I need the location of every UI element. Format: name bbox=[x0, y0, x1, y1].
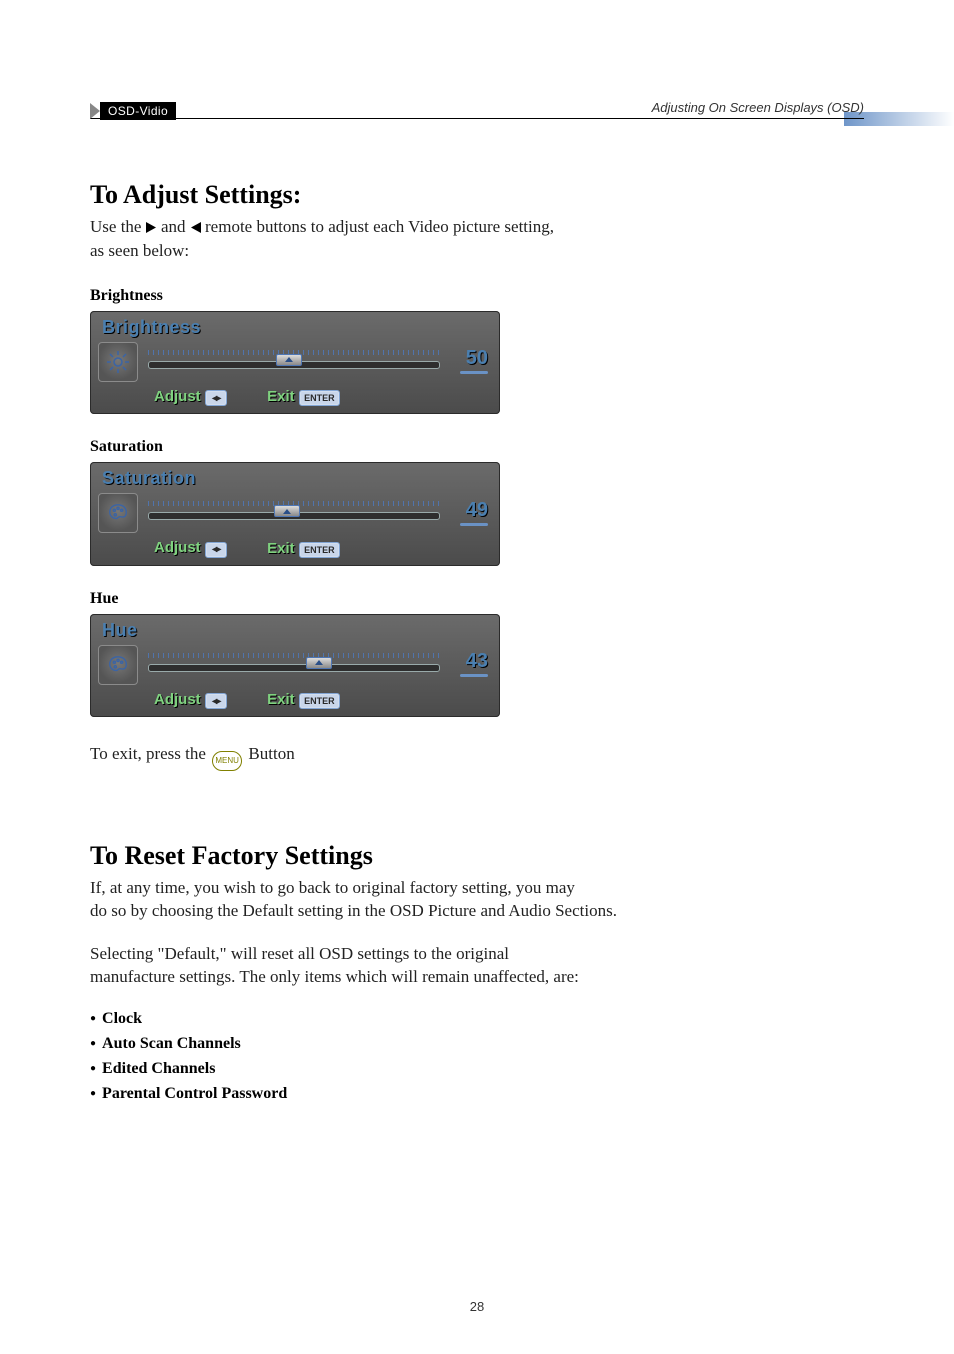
arrows-key-icon: ◂▸ bbox=[205, 390, 227, 406]
section-title-reset: To Reset Factory Settings bbox=[90, 841, 864, 871]
osd-slider-thumb[interactable] bbox=[276, 354, 302, 366]
osd-footer: Adjust ◂▸ Exit ENTER bbox=[90, 382, 500, 415]
enter-key-icon: ENTER bbox=[299, 390, 340, 406]
section-body-adjust: Use the and remote buttons to adjust eac… bbox=[90, 216, 864, 263]
text: Button bbox=[248, 744, 294, 763]
osd-adjust-hint: Adjust ◂▸ bbox=[154, 691, 227, 710]
text: remote buttons to adjust each Video pict… bbox=[205, 217, 554, 236]
text: as seen below: bbox=[90, 241, 189, 260]
list-item: Auto Scan Channels bbox=[90, 1032, 864, 1057]
list-item: Edited Channels bbox=[90, 1057, 864, 1082]
list-item: Clock bbox=[90, 1007, 864, 1032]
arrows-key-icon: ◂▸ bbox=[205, 542, 227, 558]
menu-button-icon: MENU bbox=[212, 751, 242, 771]
enter-key-icon: ENTER bbox=[299, 693, 340, 709]
arrows-key-icon: ◂▸ bbox=[205, 693, 227, 709]
header-rule bbox=[90, 118, 864, 119]
text: If, at any time, you wish to go back to … bbox=[90, 877, 864, 900]
panel-caption: Saturation bbox=[90, 438, 864, 456]
bullet-list: Clock Auto Scan Channels Edited Channels… bbox=[90, 1007, 864, 1106]
header-tag-label: OSD-Vidio bbox=[100, 102, 176, 120]
osd-panel-saturation: Saturation 49 Adjust ◂▸ Exit ENTER bbox=[90, 462, 500, 566]
osd-footer: Adjust ◂▸ Exit ENTER bbox=[90, 533, 500, 566]
osd-value: 50 bbox=[450, 347, 488, 376]
text: Selecting "Default," will reset all OSD … bbox=[90, 943, 864, 966]
text: Use the bbox=[90, 217, 146, 236]
osd-panel-hue: Hue 43 Adjust ◂▸ Exit ENTER bbox=[90, 614, 500, 718]
page-number: 28 bbox=[470, 1299, 484, 1314]
osd-slider[interactable] bbox=[148, 355, 440, 369]
osd-footer: Adjust ◂▸ Exit ENTER bbox=[90, 685, 500, 718]
osd-exit-hint: Exit ENTER bbox=[267, 540, 339, 558]
paint-icon bbox=[98, 645, 138, 685]
osd-adjust-hint: Adjust ◂▸ bbox=[154, 539, 227, 558]
osd-exit-hint: Exit ENTER bbox=[267, 691, 339, 709]
osd-slider[interactable] bbox=[148, 506, 440, 520]
paint-icon bbox=[98, 493, 138, 533]
osd-title: Hue bbox=[90, 614, 500, 643]
osd-adjust-hint: Adjust ◂▸ bbox=[154, 388, 227, 407]
panel-caption: Brightness bbox=[90, 287, 864, 305]
text: manufacture settings. The only items whi… bbox=[90, 966, 864, 989]
enter-key-icon: ENTER bbox=[299, 542, 340, 558]
text: do so by choosing the Default setting in… bbox=[90, 900, 864, 923]
panel-caption: Hue bbox=[90, 590, 864, 608]
osd-title: Saturation bbox=[90, 462, 500, 491]
chevron-right-icon bbox=[90, 103, 100, 119]
osd-panel-brightness: Brightness 50 Adjust ◂▸ Exit ENTER bbox=[90, 311, 500, 415]
header-right-label: Adjusting On Screen Displays (OSD) bbox=[652, 100, 864, 115]
osd-value: 49 bbox=[450, 499, 488, 528]
osd-title: Brightness bbox=[90, 311, 500, 340]
osd-exit-hint: Exit ENTER bbox=[267, 388, 339, 406]
text: To exit, press the bbox=[90, 744, 210, 763]
osd-slider-thumb[interactable] bbox=[274, 505, 300, 517]
exit-instruction: To exit, press the MENU Button bbox=[90, 743, 864, 771]
list-item: Parental Control Password bbox=[90, 1082, 864, 1107]
osd-slider-thumb[interactable] bbox=[306, 657, 332, 669]
sun-icon bbox=[98, 342, 138, 382]
triangle-right-icon bbox=[146, 217, 157, 240]
triangle-left-icon bbox=[190, 217, 201, 240]
page-header: OSD-Vidio Adjusting On Screen Displays (… bbox=[90, 96, 864, 130]
osd-slider[interactable] bbox=[148, 658, 440, 672]
osd-value: 43 bbox=[450, 650, 488, 679]
text: and bbox=[161, 217, 190, 236]
section-title-adjust: To Adjust Settings: bbox=[90, 180, 864, 210]
header-tag: OSD-Vidio bbox=[90, 102, 176, 120]
